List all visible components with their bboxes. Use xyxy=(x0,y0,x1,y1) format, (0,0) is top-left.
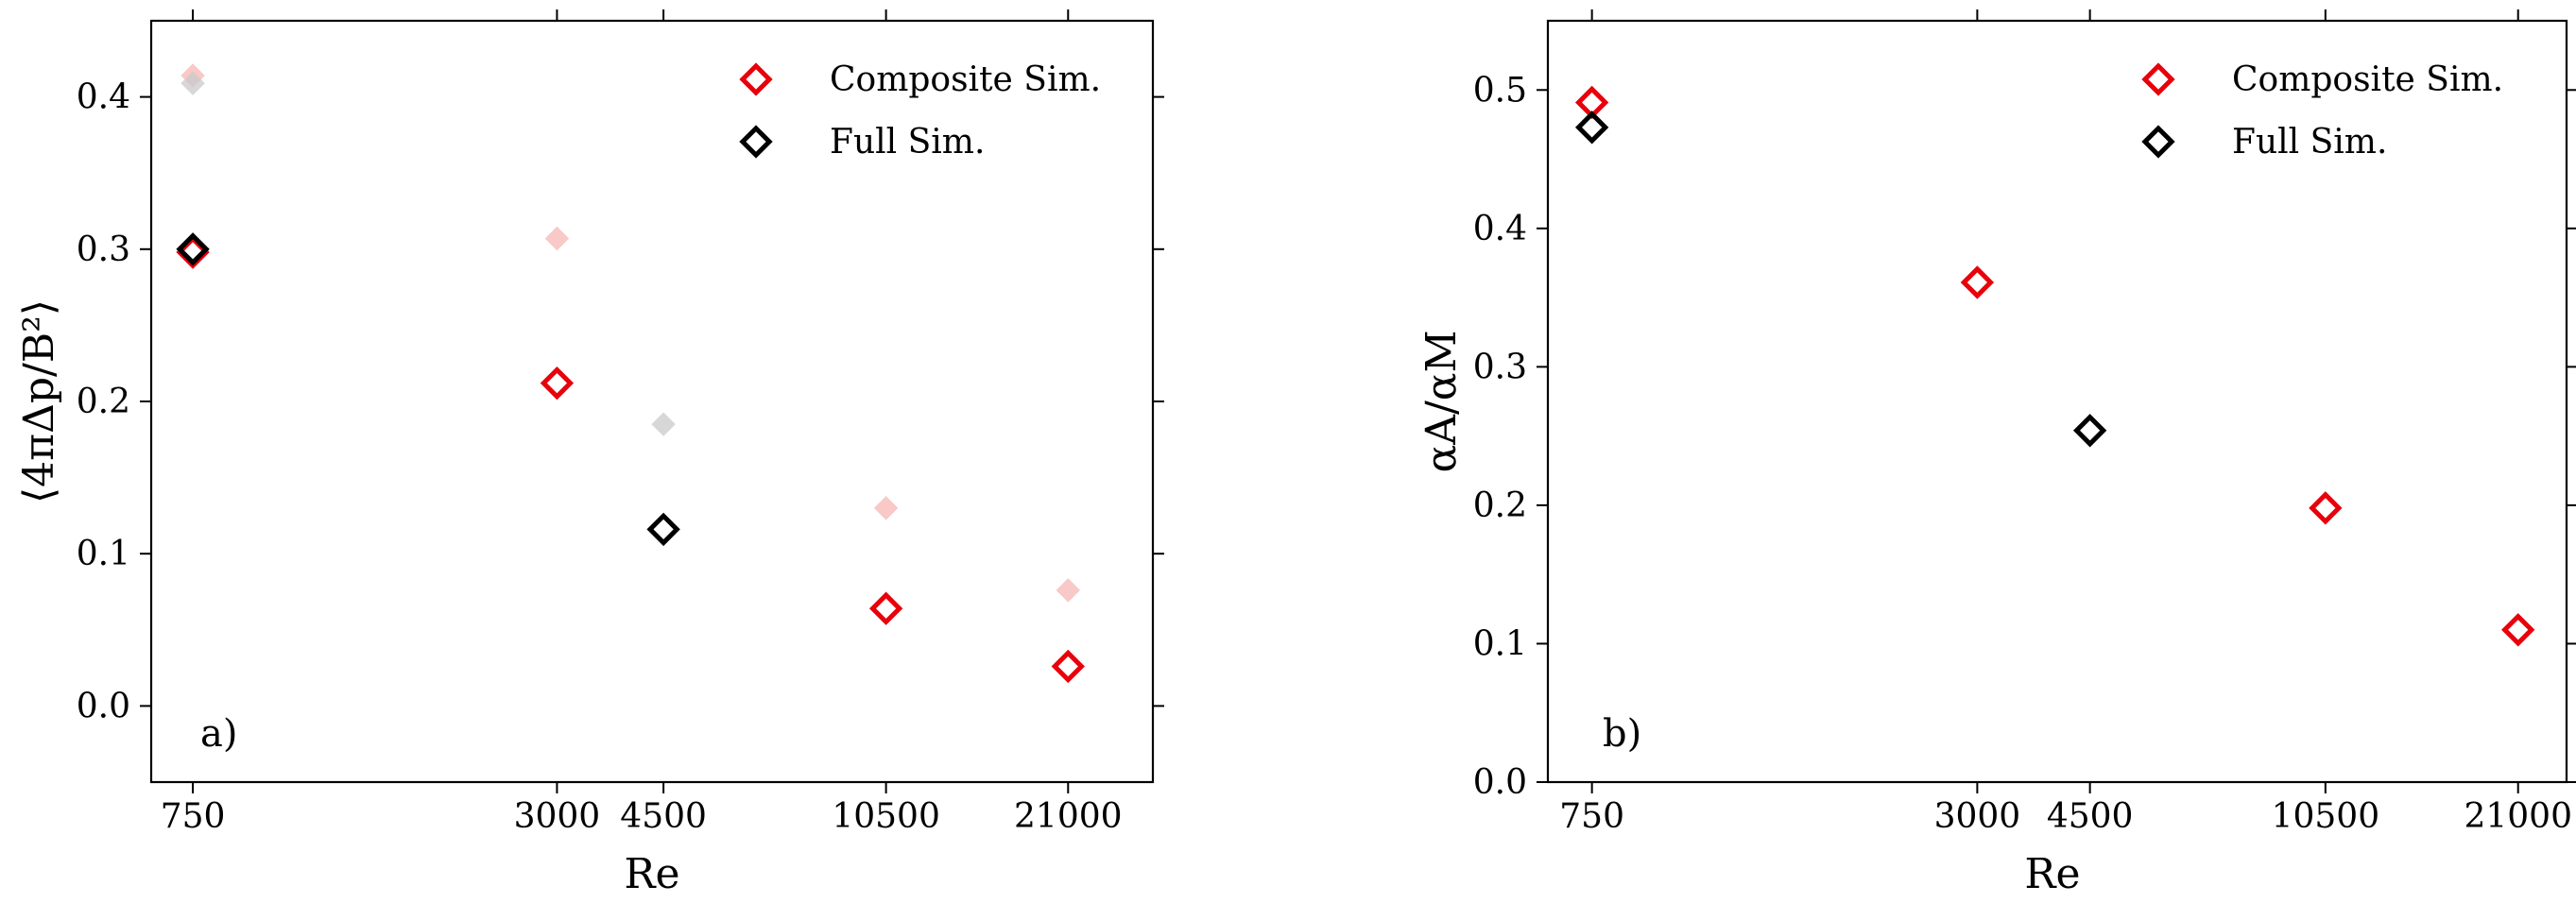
full-sim-marker xyxy=(646,512,680,547)
composite-sim-marker xyxy=(1574,85,1609,120)
composite-sim-marker xyxy=(868,591,903,625)
x-tick-label: 750 xyxy=(1559,797,1624,836)
full-sim-marker xyxy=(1574,111,1609,145)
y-ticks-a: 0.0 0.1 0.2 0.3 0.4 xyxy=(77,78,1164,725)
legend-a: Composite Sim. Full Sim. xyxy=(739,60,1101,162)
x-tick-label: 3000 xyxy=(1934,797,2021,836)
x-tick-label: 21000 xyxy=(2464,797,2572,836)
faded-marker xyxy=(544,226,570,251)
legend-marker-full-a xyxy=(739,125,773,159)
full-sim-marker xyxy=(176,232,210,266)
legend-label-full-b: Full Sim. xyxy=(2232,123,2387,162)
panel-b: 750 3000 4500 10500 21000 0.0 0.1 0.2 0.3 0.4 0.5… xyxy=(1417,9,2576,898)
x-tick-label: 4500 xyxy=(620,797,707,836)
plot-frame-b xyxy=(1546,19,2568,784)
y-tick-label: 0.2 xyxy=(77,383,130,421)
legend-label-composite-b: Composite Sim. xyxy=(2232,60,2503,99)
x-tick-label: 21000 xyxy=(1014,797,1123,836)
x-ticks-a: 750 3000 4500 10500 21000 xyxy=(161,9,1123,836)
panel-label-b: b) xyxy=(1603,712,1641,756)
y-tick-label: 0.5 xyxy=(1473,71,1527,110)
composite-sim-marker xyxy=(2309,491,2343,525)
y-tick-label: 0.3 xyxy=(1473,348,1527,386)
y-tick-label: 0.4 xyxy=(77,78,130,117)
faded-marker xyxy=(873,496,899,520)
legend-marker-composite-b xyxy=(2141,62,2175,96)
legend-label-composite-a: Composite Sim. xyxy=(830,60,1101,99)
composite-sim-marker xyxy=(2501,613,2535,647)
y-tick-label: 0.0 xyxy=(77,687,130,725)
y-tick-label: 0.0 xyxy=(1473,763,1527,802)
x-tick-label: 4500 xyxy=(2047,797,2134,836)
composite-sim-marker xyxy=(1960,265,1995,299)
y-axis-label-a: ⟨4πΔp/B²⟩ xyxy=(15,299,63,503)
x-ticks-b: 750 3000 4500 10500 21000 xyxy=(1559,9,2572,836)
panel-a: 750 3000 4500 10500 21000 0.0 0.1 0.2 0.3 0.4 Re… xyxy=(15,9,1164,898)
y-tick-label: 0.4 xyxy=(1473,210,1527,248)
y-tick-label: 0.3 xyxy=(77,230,130,269)
x-axis-label-a: Re xyxy=(624,850,679,898)
legend-marker-full-b xyxy=(2141,125,2175,159)
y-tick-label: 0.2 xyxy=(1473,486,1527,525)
markers-b xyxy=(1574,85,2535,647)
x-tick-label: 750 xyxy=(161,797,226,836)
plot-frame-a xyxy=(149,19,1155,784)
faded-marker xyxy=(1056,578,1081,603)
legend-marker-composite-a xyxy=(739,62,773,96)
panel-label-a: a) xyxy=(200,712,237,756)
composite-sim-marker xyxy=(1051,649,1085,684)
x-axis-label-b: Re xyxy=(2024,850,2080,898)
faded-marker xyxy=(651,412,676,436)
x-tick-label: 10500 xyxy=(832,797,940,836)
markers-a xyxy=(176,232,1085,684)
legend-label-full-a: Full Sim. xyxy=(830,123,985,162)
composite-sim-marker xyxy=(540,366,575,400)
legend-b: Composite Sim. Full Sim. xyxy=(2141,60,2503,162)
x-tick-label: 3000 xyxy=(514,797,601,836)
y-tick-label: 0.1 xyxy=(77,535,130,573)
x-tick-label: 10500 xyxy=(2272,797,2380,836)
y-ticks-b: 0.0 0.1 0.2 0.3 0.4 0.5 xyxy=(1473,71,2576,802)
y-tick-label: 0.1 xyxy=(1473,624,1527,663)
y-axis-label-b: αA/αM xyxy=(1417,330,1466,472)
full-sim-marker xyxy=(2072,414,2107,448)
